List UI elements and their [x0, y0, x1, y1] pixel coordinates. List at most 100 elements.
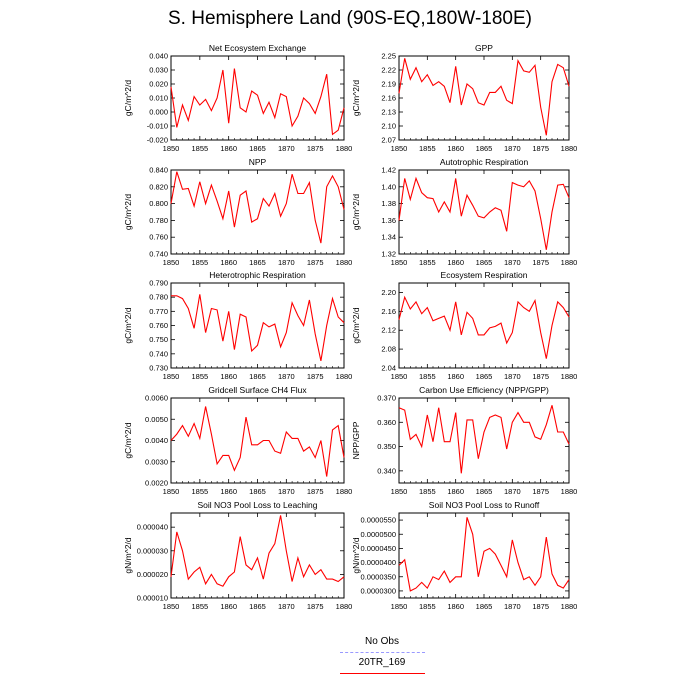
panel-2-xtick-label: 1850	[391, 144, 408, 153]
panel-6-xtick-label: 1880	[561, 372, 578, 381]
panel-9-xtick-label: 1865	[249, 602, 266, 611]
panel-2-xtick-label: 1860	[447, 144, 464, 153]
panel-1-ytick-label: 0.020	[149, 80, 168, 89]
panel-10-ylabel: gN/m^2/d	[351, 537, 361, 573]
panel-4-xtick-label: 1870	[504, 258, 521, 267]
panel-3-title: NPP	[249, 157, 267, 167]
panel-7-ytick-label: 0.0030	[145, 457, 168, 466]
panel-9-ytick-label: 0.000020	[137, 570, 168, 579]
panel-6-xtick-label: 1855	[419, 372, 436, 381]
panel-4-xtick-label: 1880	[561, 258, 578, 267]
panel-6-xtick-label: 1870	[504, 372, 521, 381]
panel-3-xtick-label: 1855	[191, 258, 208, 267]
panel-4-ytick-label: 1.34	[381, 233, 396, 242]
panel-2-xtick-label: 1875	[532, 144, 549, 153]
panel-9-xtick-label: 1880	[336, 602, 353, 611]
panel-6-ytick-label: 2.08	[381, 345, 396, 354]
panel-8-xtick-label: 1875	[532, 487, 549, 496]
page-title: S. Hemisphere Land (90S-EQ,180W-180E)	[168, 8, 532, 29]
panel-9-xtick-label: 1875	[307, 602, 324, 611]
panel-7-title: Gridcell Surface CH4 Flux	[208, 385, 307, 395]
panel-10-ytick-label: 0.0000450	[361, 544, 396, 553]
panel-1-ytick-label: -0.020	[147, 136, 168, 145]
panel-7-xtick-label: 1870	[278, 487, 295, 496]
panel-2-ytick-label: 2.22	[381, 66, 396, 75]
panel-1-xtick-label: 1855	[191, 144, 208, 153]
panel-3-xtick-label: 1850	[163, 258, 180, 267]
legend-model-line	[340, 673, 425, 674]
panel-8-frame	[398, 397, 570, 484]
panel-9-xtick-label: 1855	[191, 602, 208, 611]
panel-7-xtick-label: 1875	[307, 487, 324, 496]
panel-1-ylabel: gC/m^2/d	[123, 80, 133, 116]
panel-2-ytick-label: 2.16	[381, 94, 396, 103]
panel-10-xtick-label: 1870	[504, 602, 521, 611]
panel-7-xtick-label: 1860	[220, 487, 237, 496]
panel-5-xtick-label: 1875	[307, 372, 324, 381]
panel-10-xtick-label: 1855	[419, 602, 436, 611]
panel-10-ytick-label: 0.0000400	[361, 558, 396, 567]
panel-7-ytick-label: 0.0040	[145, 436, 168, 445]
panel-6-frame	[398, 282, 570, 369]
panel-5-series-line	[171, 294, 345, 362]
panel-8-ytick-label: 0.370	[377, 394, 396, 403]
panel-9-ytick-label: 0.000030	[137, 546, 168, 555]
panel-3-xtick-label: 1870	[278, 258, 295, 267]
panel-2-series-line	[398, 58, 570, 136]
panel-1-ytick-label: 0.040	[149, 52, 168, 61]
panel-7-xtick-label: 1865	[249, 487, 266, 496]
legend-model-label: 20TR_169	[358, 657, 406, 668]
panel-1-ytick-label: 0.030	[149, 66, 168, 75]
panel-5-ytick-label: 0.750	[149, 335, 168, 344]
panel-10-ytick-label: 0.0000550	[361, 516, 396, 525]
panel-9-xtick-label: 1850	[163, 602, 180, 611]
panel-4-ytick-label: 1.38	[381, 199, 396, 208]
panel-3-frame	[170, 169, 345, 255]
panel-5-xtick-label: 1865	[249, 372, 266, 381]
panel-6-title: Ecosystem Respiration	[441, 270, 528, 280]
panel-10-title: Soil NO3 Pool Loss to Runoff	[429, 500, 540, 510]
panel-3-ytick-label: 0.780	[149, 216, 168, 225]
panel-9-xtick-label: 1870	[278, 602, 295, 611]
panel-7-ylabel: gC/m^2/d	[123, 422, 133, 458]
panel-9-ytick-label: 0.000040	[137, 523, 168, 532]
panel-4-title: Autotrophic Respiration	[440, 157, 529, 167]
panel-4-xtick-label: 1875	[532, 258, 549, 267]
panel-5-ytick-label: 0.740	[149, 349, 168, 358]
panel-8-ytick-label: 0.350	[377, 442, 396, 451]
panel-7-frame	[170, 397, 345, 484]
panel-2-xtick-label: 1865	[476, 144, 493, 153]
panel-7-xtick-label: 1880	[336, 487, 353, 496]
panel-4-xtick-label: 1865	[476, 258, 493, 267]
panel-3-ytick-label: 0.740	[149, 250, 168, 259]
panel-1-ytick-label: -0.010	[147, 122, 168, 131]
panel-5-ytick-label: 0.760	[149, 321, 168, 330]
panel-5-xtick-label: 1855	[191, 372, 208, 381]
panel-5-xtick-label: 1850	[163, 372, 180, 381]
panel-5-ytick-label: 0.770	[149, 307, 168, 316]
panel-2-ytick-label: 2.25	[381, 52, 396, 61]
panel-8-xtick-label: 1880	[561, 487, 578, 496]
panel-6-series-line	[398, 295, 570, 359]
panel-1-series-line	[170, 68, 345, 136]
panel-1-xtick-label: 1880	[336, 144, 353, 153]
panel-7-series-line	[170, 406, 345, 477]
panel-7-ytick-label: 0.0020	[145, 479, 168, 488]
panel-9-ytick-label: 0.000010	[137, 594, 168, 603]
panel-2-title: GPP	[475, 43, 493, 53]
panel-10-ytick-label: 0.0000500	[361, 530, 396, 539]
panel-10-ytick-label: 0.0000350	[361, 572, 396, 581]
panel-3-xtick-label: 1875	[307, 258, 324, 267]
panel-2-ytick-label: 2.07	[381, 136, 396, 145]
panel-5-xtick-label: 1880	[336, 372, 353, 381]
panel-10-xtick-label: 1875	[532, 602, 549, 611]
panel-6-ytick-label: 2.16	[381, 307, 396, 316]
panel-8-xtick-label: 1855	[419, 487, 436, 496]
panel-3-series-line	[170, 171, 345, 244]
panel-10-xtick-label: 1880	[561, 602, 578, 611]
panel-4-ytick-label: 1.36	[381, 216, 396, 225]
legend-obs-label: No Obs	[365, 636, 399, 647]
panel-1-xtick-label: 1860	[220, 144, 237, 153]
panel-3-ytick-label: 0.840	[149, 166, 168, 175]
panel-8-ytick-label: 0.340	[377, 466, 396, 475]
